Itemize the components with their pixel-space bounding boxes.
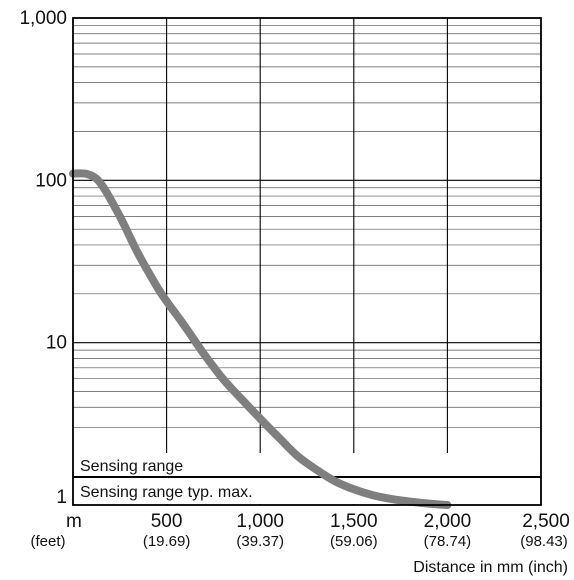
x-tick-label: 2,000: [424, 511, 472, 532]
x-tick-label: m: [66, 511, 82, 532]
x-tick-label: 500: [151, 511, 183, 532]
x-tick-sublabel: (feet): [30, 533, 65, 550]
band-label: Sensing range typ. max.: [80, 484, 253, 501]
y-tick-label: 1: [56, 487, 67, 508]
y-tick-label: 10: [46, 333, 67, 354]
y-tick-label: 100: [35, 170, 67, 191]
x-tick-sublabel: (78.74): [424, 533, 472, 550]
series-group: [69, 169, 452, 509]
x-tick-sublabel: (39.37): [236, 533, 284, 550]
x-axis-label: Distance in mm (inch): [413, 559, 568, 576]
minor-grid: [73, 25, 541, 457]
y-tick-labels: 1 10 100 1,000: [19, 8, 67, 508]
y-tick-label: 1,000: [19, 8, 67, 29]
plot-frame: [72, 17, 542, 506]
series-line: [69, 169, 452, 509]
band-label: Sensing range: [80, 458, 183, 475]
x-tick-label: 1,500: [330, 511, 378, 532]
sensing-bands: Sensing range Sensing range typ. max.: [73, 453, 541, 504]
x-tick-sublabel: (98.43): [520, 533, 568, 550]
x-tick-label: 2,500: [522, 511, 570, 532]
x-tick-label: 1,000: [236, 511, 284, 532]
x-tick-sublabel: (59.06): [330, 533, 378, 550]
x-tick-sublabel: (19.69): [143, 533, 191, 550]
x-tick-labels: m(feet) 500(19.69) 1,000(39.37) 1,500(59.06…: [30, 511, 569, 550]
